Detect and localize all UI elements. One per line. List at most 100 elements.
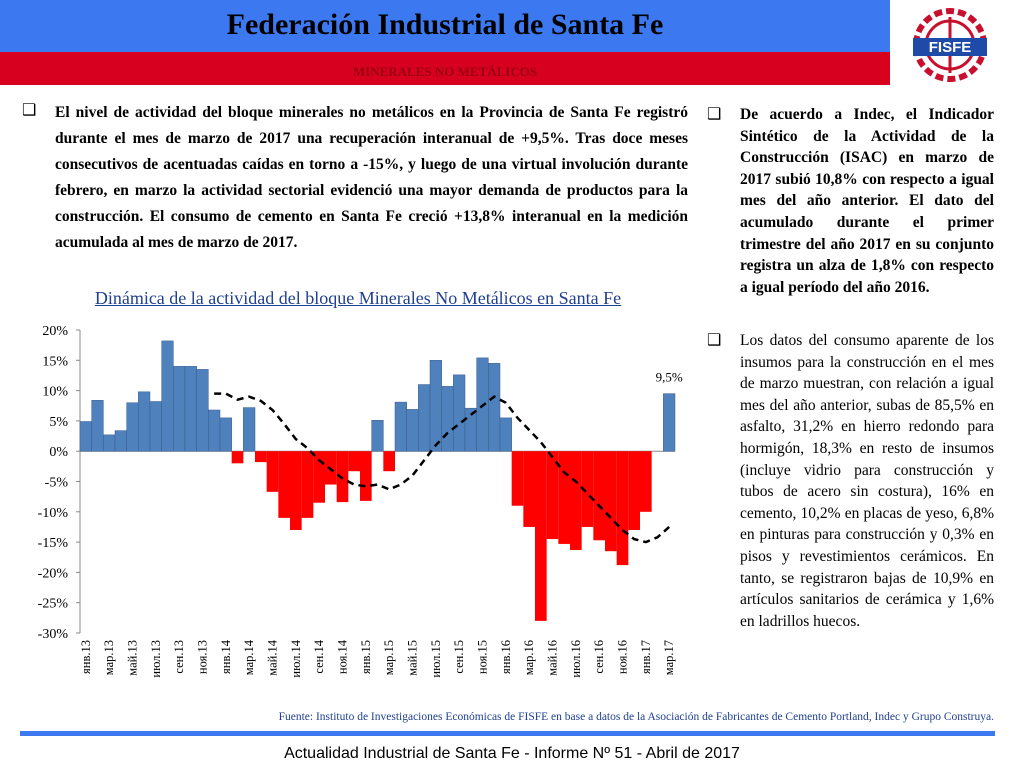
bar bbox=[255, 451, 267, 463]
x-tick-label: май.15 bbox=[406, 640, 420, 676]
logo: FISFE bbox=[913, 8, 987, 82]
bar bbox=[114, 430, 127, 452]
bar bbox=[91, 400, 104, 452]
bar bbox=[383, 451, 395, 472]
bar bbox=[663, 393, 676, 452]
bar bbox=[605, 451, 617, 552]
x-tick-label: июл.16 bbox=[569, 640, 583, 678]
bar bbox=[418, 384, 431, 452]
y-tick-label: 20% bbox=[42, 324, 68, 339]
y-tick-label: -20% bbox=[38, 566, 69, 581]
bar bbox=[231, 451, 244, 464]
bar bbox=[535, 451, 547, 621]
bar bbox=[593, 451, 605, 541]
bar bbox=[348, 451, 360, 472]
y-tick-label: -5% bbox=[45, 476, 69, 491]
x-tick-label: июл.14 bbox=[289, 639, 303, 677]
bar bbox=[243, 407, 256, 452]
x-tick-label: янв.17 bbox=[639, 640, 653, 674]
title: Federación Industrial de Santa Fe bbox=[226, 8, 664, 41]
y-tick-label: 0% bbox=[49, 445, 68, 460]
bar bbox=[429, 360, 442, 452]
x-tick-label: ноя.15 bbox=[476, 640, 490, 674]
x-tick-label: мар.17 bbox=[662, 640, 676, 675]
bar bbox=[208, 409, 221, 452]
bar bbox=[161, 340, 174, 452]
footer-rule bbox=[20, 731, 995, 736]
bullet-icon: ❑ bbox=[707, 332, 722, 349]
y-tick-label: -25% bbox=[38, 597, 69, 612]
bar bbox=[278, 451, 290, 518]
x-tick-label: мар.14 bbox=[242, 639, 256, 675]
bar bbox=[441, 386, 454, 452]
bullet-icon: ❑ bbox=[707, 106, 722, 123]
bar bbox=[453, 374, 466, 452]
x-tick-label: май.14 bbox=[266, 639, 280, 675]
x-tick-label: сен.13 bbox=[172, 640, 186, 674]
x-tick-label: янв.15 bbox=[359, 640, 373, 674]
y-tick-label: 10% bbox=[42, 385, 68, 400]
bar bbox=[581, 451, 594, 527]
bar bbox=[196, 369, 209, 452]
chart-title: Dinámica de la actividad del bloque Mine… bbox=[94, 288, 622, 308]
bar bbox=[138, 391, 151, 452]
bar bbox=[219, 417, 232, 452]
x-tick-label: янв.14 bbox=[219, 639, 233, 674]
x-tick-label: май.13 bbox=[126, 640, 140, 676]
x-tick-label: янв.16 bbox=[499, 640, 513, 674]
right-bullet: De acuerdo a Indec, el Indicador Sintéti… bbox=[740, 106, 994, 296]
source: Fuente: Instituto de Investigaciones Eco… bbox=[278, 711, 994, 723]
bar bbox=[313, 451, 325, 503]
y-tick-label: -30% bbox=[38, 627, 69, 642]
bar bbox=[371, 420, 384, 452]
right-bullet: Los datos del consumo aparente de los in… bbox=[740, 332, 994, 630]
bar bbox=[173, 366, 186, 452]
bullet-icon: ❑ bbox=[22, 102, 37, 119]
x-tick-label: янв.13 bbox=[79, 640, 93, 674]
x-tick-label: сен.16 bbox=[592, 640, 606, 674]
y-tick-label: -10% bbox=[38, 506, 69, 521]
bar bbox=[126, 402, 139, 452]
x-tick-label: мар.13 bbox=[102, 640, 116, 675]
logo-band bbox=[913, 38, 987, 56]
x-tick-label: ноя.14 bbox=[336, 639, 350, 674]
x-tick-label: мар.16 bbox=[522, 640, 536, 675]
bar bbox=[290, 451, 302, 530]
x-tick-label: ноя.16 bbox=[616, 640, 630, 674]
trend-line bbox=[214, 392, 670, 544]
bar bbox=[149, 401, 162, 452]
bar bbox=[301, 451, 314, 518]
y-tick-label: -15% bbox=[38, 536, 69, 551]
logo-text: FISFE bbox=[929, 39, 972, 56]
bar bbox=[336, 451, 349, 503]
x-tick-label: май.16 bbox=[546, 640, 560, 676]
subheader-band bbox=[0, 52, 890, 85]
bar bbox=[79, 421, 92, 452]
bar bbox=[184, 366, 197, 452]
annotation: 9,5% bbox=[656, 370, 683, 385]
bar bbox=[103, 434, 116, 452]
bar bbox=[546, 451, 559, 540]
bar bbox=[488, 363, 501, 452]
bar bbox=[628, 451, 640, 530]
x-tick-label: ноя.13 bbox=[196, 640, 210, 674]
bar bbox=[499, 417, 512, 452]
bar bbox=[360, 451, 372, 501]
y-tick-label: 15% bbox=[42, 354, 68, 369]
bar bbox=[394, 401, 407, 452]
footer: Actualidad Industrial de Santa Fe - Info… bbox=[284, 745, 740, 762]
y-tick-label: 5% bbox=[49, 415, 68, 430]
x-tick-label: июл.15 bbox=[429, 640, 443, 678]
x-tick-label: мар.15 bbox=[382, 640, 396, 675]
x-tick-label: сен.14 bbox=[312, 639, 326, 673]
bar bbox=[558, 451, 570, 544]
bar bbox=[570, 451, 582, 550]
bar bbox=[616, 451, 629, 566]
subtitle: MINERALES NO METÁLICOS bbox=[352, 64, 538, 79]
x-tick-label: сен.15 bbox=[452, 640, 466, 674]
header-band bbox=[0, 0, 890, 52]
left-paragraph: El nivel de actividad del bloque mineral… bbox=[55, 104, 688, 251]
bar bbox=[640, 451, 652, 512]
